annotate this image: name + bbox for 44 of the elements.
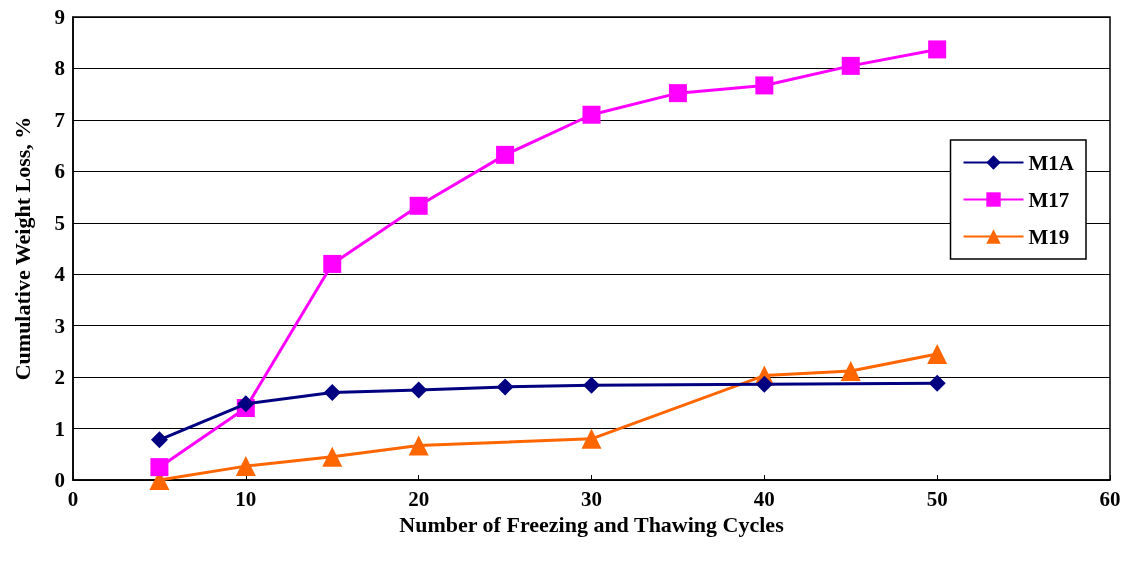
x-tick-label: 40: [753, 486, 775, 511]
point: [235, 456, 256, 477]
point: [496, 145, 515, 164]
point: [409, 196, 428, 215]
point: [496, 378, 514, 396]
y-tick-label: 0: [54, 468, 65, 492]
legend-label: M1A: [1028, 150, 1075, 175]
legend-label: M17: [1028, 187, 1070, 212]
point: [323, 384, 341, 402]
y-tick-label: 4: [54, 262, 66, 287]
point: [928, 374, 946, 392]
point: [323, 254, 342, 273]
point: [928, 40, 947, 59]
y-tick-label: 9: [54, 5, 65, 29]
point: [841, 56, 860, 75]
y-tick-label: 5: [54, 210, 65, 235]
x-tick-label: 60: [1099, 486, 1121, 511]
point: [581, 428, 602, 449]
point: [408, 435, 429, 456]
point: [237, 395, 255, 413]
y-tick-label: 2: [54, 365, 65, 390]
y-tick-label: 1: [54, 416, 65, 441]
point: [410, 381, 428, 399]
point: [840, 360, 861, 381]
point: [755, 76, 774, 95]
point: [668, 84, 687, 103]
y-tick-label: 7: [54, 107, 65, 132]
point: [582, 105, 601, 124]
x-tick-label: 30: [581, 486, 602, 511]
y-axis-title: Cumulative Weight Loss, %: [9, 116, 35, 381]
x-tick-label: 20: [408, 486, 430, 511]
x-tick-label: 50: [926, 486, 948, 511]
x-tick-label: 10: [235, 486, 257, 511]
point: [927, 343, 948, 364]
point: [583, 376, 600, 394]
y-tick-label: 8: [54, 56, 65, 81]
point: [755, 375, 773, 393]
point: [322, 446, 343, 467]
point: [150, 431, 168, 449]
legend-label: M19: [1028, 224, 1070, 249]
y-tick-label: 3: [54, 313, 65, 338]
point: [150, 458, 169, 477]
y-tick-label: 6: [54, 159, 65, 184]
x-axis-title: Number of Freezing and Thawing Cycles: [399, 512, 785, 538]
